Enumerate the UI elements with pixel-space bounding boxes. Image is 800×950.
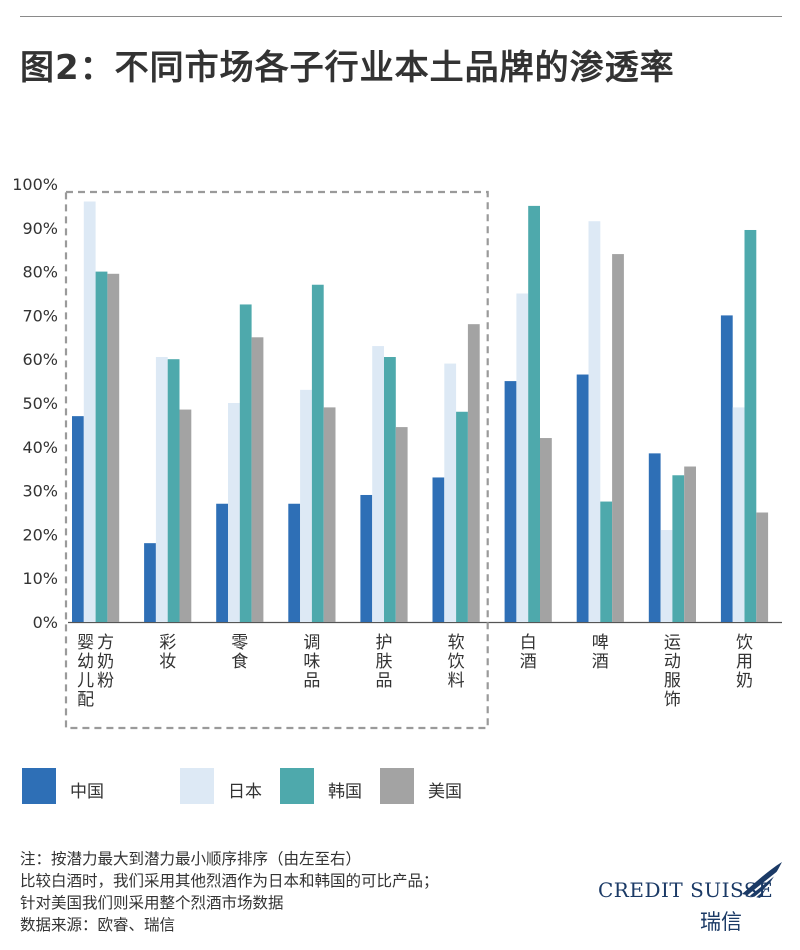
bar: [72, 416, 84, 622]
bar: [444, 363, 457, 622]
y-axis: 0% 10% 20% 30% 40% 50% 60% 70% 80% 90% 100%: [12, 175, 782, 730]
y-tick-label: 20%: [22, 525, 58, 544]
bar: [612, 254, 624, 622]
legend-swatch: [380, 768, 414, 804]
credit-suisse-logo: CREDIT SUISSE 瑞信: [592, 860, 788, 940]
bar: [648, 453, 661, 622]
legend-swatch: [180, 768, 214, 804]
note-line: 数据来源：欧睿、瑞信: [20, 916, 176, 934]
y-tick-label: 100%: [12, 175, 58, 194]
bar: [504, 381, 517, 622]
y-tick-label: 50%: [22, 394, 58, 413]
y-tick-label: 60%: [22, 350, 58, 369]
bar: [732, 407, 745, 622]
bar: [456, 411, 468, 622]
bar: [660, 530, 673, 622]
bar: [83, 201, 96, 622]
bar: [95, 271, 108, 622]
y-tick-label: 10%: [22, 569, 58, 588]
bar: [432, 477, 445, 622]
bar: [756, 512, 769, 622]
y-tick-label: 90%: [22, 219, 58, 238]
legend-swatch: [22, 768, 56, 804]
bar: [323, 407, 336, 622]
highlight-box: [64, 190, 489, 730]
bar: [588, 221, 601, 623]
bar: [576, 374, 589, 622]
x-tick-label: 运动服饰: [664, 633, 681, 710]
top-rule: [20, 16, 782, 17]
y-tick-label: 40%: [22, 438, 58, 457]
bar: [540, 438, 552, 622]
bar: [672, 475, 685, 622]
x-tick-label: 婴幼儿配: [77, 633, 94, 710]
bar: [600, 501, 613, 622]
x-tick-label: 啤酒: [592, 633, 609, 672]
bar: [311, 284, 324, 622]
bar: [216, 503, 228, 622]
bar-chart: 0% 10% 20% 30% 40% 50% 60% 70% 80% 90% 100% 婴幼儿配方奶…: [12, 175, 782, 730]
bar: [167, 359, 180, 622]
bar: [360, 494, 373, 622]
note-line: 针对美国我们则采用整个烈酒市场数据: [20, 894, 284, 912]
bar: [467, 324, 480, 622]
bar: [251, 337, 264, 622]
logo-text: CREDIT SUISSE: [598, 878, 774, 902]
legend-label: 日本: [228, 782, 262, 802]
x-tick-label: 饮用奶: [736, 633, 753, 691]
legend-label: 中国: [70, 782, 104, 802]
bar: [384, 357, 396, 622]
legend-label: 韩国: [328, 782, 362, 802]
x-tick-label: 零食: [231, 633, 248, 672]
legend-label: 美国: [428, 782, 462, 802]
bar: [179, 409, 192, 622]
y-tick-label: 80%: [22, 263, 58, 282]
bar: [516, 293, 529, 622]
legend-swatch: [280, 768, 314, 804]
bars: [72, 201, 769, 623]
note-line: 比较白酒时，我们采用其他烈酒作为日本和韩国的可比产品；: [20, 872, 439, 890]
bar: [155, 357, 168, 622]
bar: [239, 304, 252, 622]
x-tick-label: 软饮料: [448, 633, 465, 691]
x-tick-label: 方奶粉: [97, 633, 114, 691]
bar: [300, 389, 312, 622]
footnotes: 注：按潜力最大到潜力最小顺序排序（由左至右） 比较白酒时，我们采用其他烈酒作为日…: [20, 848, 580, 936]
bar: [528, 205, 540, 622]
page-title: 图2：不同市场各子行业本土品牌的渗透率: [20, 48, 675, 88]
y-tick-label: 30%: [22, 482, 58, 501]
note-line: 注：按潜力最大到潜力最小顺序排序（由左至右）: [20, 850, 362, 868]
y-tick-label: 70%: [22, 306, 58, 325]
x-tick-label: 白酒: [520, 633, 537, 672]
x-tick-label: 调味品: [303, 633, 320, 691]
x-tick-label: 护肤品: [376, 633, 393, 691]
bar: [372, 346, 384, 622]
bar: [684, 466, 696, 622]
bar: [720, 315, 733, 622]
y-tick-label: 0%: [33, 613, 58, 632]
logo-subtext: 瑞信: [700, 910, 742, 934]
bar: [288, 503, 301, 622]
bar: [395, 427, 408, 622]
sail-icon: [742, 862, 782, 899]
bar: [107, 273, 120, 622]
bar: [228, 403, 240, 622]
bar: [744, 229, 757, 623]
x-tick-label: 彩妆: [159, 633, 176, 672]
bar: [144, 543, 156, 622]
